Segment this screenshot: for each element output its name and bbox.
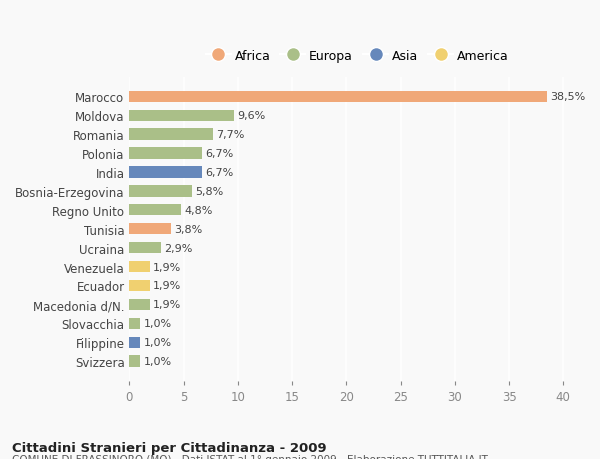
Text: 1,9%: 1,9% bbox=[153, 262, 181, 272]
Text: 5,8%: 5,8% bbox=[196, 186, 224, 196]
Bar bbox=[130, 261, 150, 273]
Bar bbox=[130, 318, 140, 329]
Bar bbox=[130, 337, 140, 348]
Text: 1,0%: 1,0% bbox=[143, 319, 172, 329]
Bar bbox=[130, 110, 233, 122]
Text: 38,5%: 38,5% bbox=[550, 92, 586, 102]
Text: 2,9%: 2,9% bbox=[164, 243, 193, 253]
Bar bbox=[130, 91, 547, 103]
Text: 7,7%: 7,7% bbox=[216, 130, 245, 140]
Text: 1,0%: 1,0% bbox=[143, 356, 172, 366]
Bar bbox=[130, 205, 181, 216]
Bar bbox=[130, 186, 192, 197]
Legend: Africa, Europa, Asia, America: Africa, Europa, Asia, America bbox=[201, 45, 514, 67]
Text: 1,9%: 1,9% bbox=[153, 281, 181, 291]
Bar bbox=[130, 148, 202, 159]
Bar bbox=[130, 129, 213, 140]
Text: Cittadini Stranieri per Cittadinanza - 2009: Cittadini Stranieri per Cittadinanza - 2… bbox=[12, 441, 326, 453]
Text: 4,8%: 4,8% bbox=[185, 205, 213, 215]
Text: 6,7%: 6,7% bbox=[205, 149, 233, 159]
Text: 1,9%: 1,9% bbox=[153, 300, 181, 310]
Text: COMUNE DI FRASSINORO (MO) - Dati ISTAT al 1° gennaio 2009 - Elaborazione TUTTITA: COMUNE DI FRASSINORO (MO) - Dati ISTAT a… bbox=[12, 454, 488, 459]
Text: 3,8%: 3,8% bbox=[174, 224, 202, 234]
Text: 9,6%: 9,6% bbox=[237, 111, 265, 121]
Bar bbox=[130, 224, 170, 235]
Text: 1,0%: 1,0% bbox=[143, 337, 172, 347]
Bar bbox=[130, 280, 150, 291]
Bar bbox=[130, 242, 161, 254]
Bar bbox=[130, 356, 140, 367]
Bar bbox=[130, 167, 202, 178]
Bar bbox=[130, 299, 150, 310]
Text: 6,7%: 6,7% bbox=[205, 168, 233, 178]
